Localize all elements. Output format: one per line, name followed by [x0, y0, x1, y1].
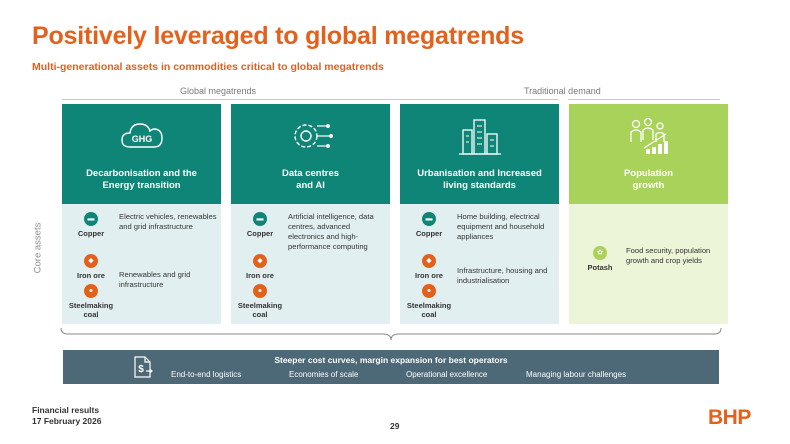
svg-text:$: $ [138, 364, 144, 375]
commodity-copper: ▬ Copper [404, 212, 454, 238]
column-heading: Data centres and AI [281, 168, 340, 191]
page-subtitle: Multi-generational assets in commodities… [32, 61, 384, 73]
footer-title: Financial results [32, 405, 100, 415]
megatrend-column-data-centres: Data centres and AI ▬ Copper ◆ Iron ore … [231, 104, 390, 324]
potash-icon: ✿ [593, 246, 607, 260]
cost-bar-item: Operational excellence [406, 370, 488, 379]
description-text: Home building, electrical equipment and … [457, 212, 545, 241]
commodity-steelmaking-coal: ● Steelmaking coal [404, 284, 454, 319]
commodity-iron-ore: ◆ Iron ore [66, 254, 116, 280]
cost-document-icon: $ [134, 356, 153, 378]
cost-bar-title: Steeper cost curves, margin expansion fo… [274, 355, 508, 365]
city-buildings-icon [458, 119, 501, 155]
copper-icon: ▬ [84, 212, 98, 226]
steelmaking-coal-icon: ● [422, 284, 436, 298]
iron-ore-icon: ◆ [422, 254, 436, 268]
population-growth-icon [629, 117, 668, 154]
commodity-steelmaking-coal: ● Steelmaking coal [66, 284, 116, 319]
column-heading: Urbanisation and Increased living standa… [417, 168, 542, 191]
description-text: Electric vehicles, renewables and grid i… [119, 212, 217, 231]
description-text: Infrastructure, housing and industrialis… [457, 266, 548, 285]
column-body: ✿ Potash Food security, population growt… [569, 204, 728, 324]
commodity-steelmaking-coal: ● Steelmaking coal [235, 284, 285, 319]
column-body: ▬ Copper ◆ Iron ore ● Steelmaking coal H… [400, 204, 559, 324]
page-title: Positively leveraged to global megatrend… [32, 22, 524, 50]
side-label-core-assets: Core assets [32, 222, 44, 274]
description-text: Renewables and grid infrastructure [119, 270, 191, 289]
megatrend-column-decarbonisation: GHG Decarbonisation and the Energy trans… [62, 104, 221, 324]
column-body: ▬ Copper ◆ Iron ore ● Steelmaking coal E… [62, 204, 221, 324]
page-number: 29 [390, 421, 400, 431]
steelmaking-coal-icon: ● [84, 284, 98, 298]
column-header: Urbanisation and Increased living standa… [400, 104, 559, 204]
megatrend-column-urbanisation: Urbanisation and Increased living standa… [400, 104, 559, 324]
group-label-global: Global megatrends [180, 86, 257, 96]
ghg-icon-text: GHG [131, 134, 152, 144]
column-header: Data centres and AI [231, 104, 390, 204]
commodity-copper: ▬ Copper [235, 212, 285, 238]
megatrend-column-population: Population growth ✿ Potash Food security… [569, 104, 728, 324]
group-label-traditional: Traditional demand [524, 86, 601, 96]
ai-chip-icon [293, 124, 333, 148]
iron-ore-icon: ◆ [84, 254, 98, 268]
description-text: Food security, population growth and cro… [626, 246, 711, 265]
cost-bar-item: End-to-end logistics [171, 370, 242, 379]
commodity-iron-ore: ◆ Iron ore [404, 254, 454, 280]
column-header: GHG Decarbonisation and the Energy trans… [62, 104, 221, 204]
cost-bar-item: Managing labour challenges [526, 370, 627, 379]
commodity-iron-ore: ◆ Iron ore [235, 254, 285, 280]
core-assets-brace [60, 327, 722, 341]
column-header: Population growth [569, 104, 728, 204]
commodity-copper: ▬ Copper [66, 212, 116, 238]
ghg-cloud-icon: GHG [120, 123, 163, 148]
cost-curve-bar: $ Steeper cost curves, margin expansion … [63, 350, 719, 384]
column-heading: Population growth [623, 168, 674, 191]
commodity-potash: ✿ Potash [575, 246, 625, 272]
footer-info: Financial results 17 February 2026 [32, 405, 101, 427]
footer-date: 17 February 2026 [32, 416, 102, 426]
group-divider-traditional [568, 99, 720, 100]
steelmaking-coal-icon: ● [253, 284, 267, 298]
iron-ore-icon: ◆ [253, 254, 267, 268]
cost-bar-item: Economies of scale [289, 370, 359, 379]
column-body: ▬ Copper ◆ Iron ore ● Steelmaking coal A… [231, 204, 390, 324]
copper-icon: ▬ [253, 212, 267, 226]
bhp-logo: BHP [708, 406, 751, 429]
column-heading: Decarbonisation and the Energy transitio… [86, 168, 197, 191]
group-divider-global [62, 99, 558, 100]
description-text: Artificial intelligence, data centres, a… [288, 212, 374, 251]
copper-icon: ▬ [422, 212, 436, 226]
